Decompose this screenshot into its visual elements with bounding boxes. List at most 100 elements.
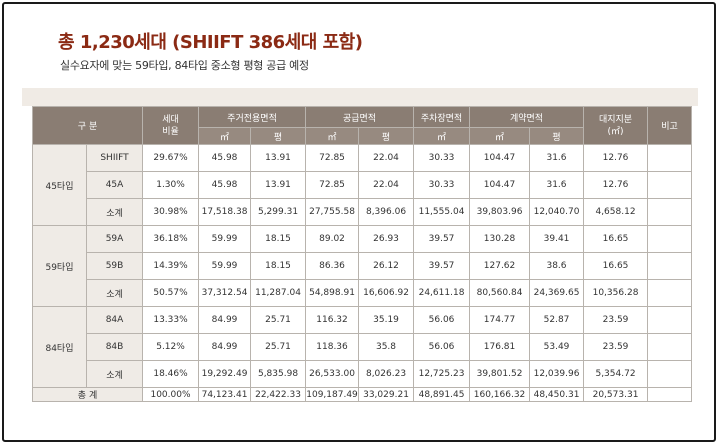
table-cell bbox=[647, 198, 693, 226]
total-cell: 48,450.31 bbox=[529, 387, 585, 402]
total-cell: 33,029.21 bbox=[358, 387, 415, 402]
table-cell bbox=[647, 171, 693, 199]
table-cell: 84.99 bbox=[198, 306, 252, 334]
header-gubun: 구 분 bbox=[31, 106, 144, 145]
type-label: 소계 bbox=[85, 279, 144, 307]
table-cell: 52.87 bbox=[529, 306, 585, 334]
table-cell: 45.98 bbox=[198, 171, 252, 199]
table-cell: 5.12% bbox=[142, 333, 200, 361]
table-cell: 22.04 bbox=[358, 144, 415, 172]
table-row: 45타입 SHIIFT 29.67% 45.98 13.91 72.85 22.04 30.3… bbox=[32, 144, 693, 226]
header-contract-area: 계약면적 bbox=[469, 106, 585, 128]
total-cell: 109,187.49 bbox=[305, 387, 360, 402]
table-cell: 8,396.06 bbox=[358, 198, 415, 226]
table-cell: 25.71 bbox=[250, 306, 307, 334]
table-cell bbox=[647, 306, 693, 334]
table-row: 84B 5.12% 84.99 25.71 118.36 35.8 56.06 176.81 5… bbox=[33, 333, 693, 361]
table-cell: 4,658.12 bbox=[583, 198, 649, 226]
unit-m2: ㎡ bbox=[305, 127, 360, 145]
table-cell: 17,518.38 bbox=[198, 198, 252, 226]
total-cell: 74,123.41 bbox=[198, 387, 252, 402]
total-cell: 160,166.32 bbox=[469, 387, 531, 402]
table-cell: 12,039.96 bbox=[529, 360, 585, 388]
table-cell: 174.77 bbox=[469, 306, 531, 334]
header-land-share: 대지지분 (㎡) bbox=[583, 106, 649, 145]
table-cell: 118.36 bbox=[305, 333, 360, 361]
header-band bbox=[22, 88, 698, 106]
table-cell: 13.33% bbox=[142, 306, 200, 334]
table-cell: 39,801.52 bbox=[469, 360, 531, 388]
table-cell: 72.85 bbox=[305, 144, 360, 172]
table-row: 소계 30.98% 17,518.38 5,299.31 27,755.58 8,396.… bbox=[33, 198, 693, 226]
table-cell: 19,292.49 bbox=[198, 360, 252, 388]
table-cell: 23.59 bbox=[583, 333, 649, 361]
table-cell: 5,835.98 bbox=[250, 360, 307, 388]
table-row: 소계 18.46% 19,292.49 5,835.98 26,533.00 8,026.… bbox=[33, 360, 693, 388]
table-cell: 31.6 bbox=[529, 171, 585, 199]
table-cell: 1.30% bbox=[142, 171, 200, 199]
header-household-ratio: 세대 비율 bbox=[142, 106, 200, 145]
table-cell: 72.85 bbox=[305, 171, 360, 199]
table-cell bbox=[647, 360, 693, 388]
table-cell: 127.62 bbox=[469, 252, 531, 280]
table-cell: 26,533.00 bbox=[305, 360, 360, 388]
group-label: 45타입 bbox=[32, 144, 87, 226]
table-cell: 37,312.54 bbox=[198, 279, 252, 307]
table-cell: 18.15 bbox=[250, 225, 307, 253]
table-cell: 84.99 bbox=[198, 333, 252, 361]
table-cell: 25.71 bbox=[250, 333, 307, 361]
total-cell bbox=[647, 387, 693, 402]
table-cell: 5,354.72 bbox=[583, 360, 649, 388]
table-cell: 18.46% bbox=[142, 360, 200, 388]
table-cell: 39.41 bbox=[529, 225, 585, 253]
unit-pyeong: 평 bbox=[250, 127, 307, 145]
total-label: 총 계 bbox=[31, 387, 144, 402]
table-cell: 35.8 bbox=[358, 333, 415, 361]
table-cell: 30.33 bbox=[413, 144, 471, 172]
type-label: 59A bbox=[85, 225, 144, 253]
header-note: 비고 bbox=[647, 106, 693, 145]
table-cell: 16.65 bbox=[583, 225, 649, 253]
table-cell: 12.76 bbox=[583, 171, 649, 199]
table-cell: 27,755.58 bbox=[305, 198, 360, 226]
table-cell bbox=[647, 144, 693, 172]
unit-m2: ㎡ bbox=[413, 127, 471, 145]
page-title: 총 1,230세대 (SHIIFT 386세대 포함) bbox=[58, 32, 363, 53]
table-cell: 31.6 bbox=[529, 144, 585, 172]
table-cell: 35.19 bbox=[358, 306, 415, 334]
table-cell: 39.57 bbox=[413, 225, 471, 253]
total-cell: 100.00% bbox=[142, 387, 200, 402]
table-cell: 12,040.70 bbox=[529, 198, 585, 226]
table-cell: 89.02 bbox=[305, 225, 360, 253]
table-cell: 80,560.84 bbox=[469, 279, 531, 307]
table-cell bbox=[647, 279, 693, 307]
page-subtitle: 실수요자에 맞는 59타입, 84타입 중소형 평형 공급 예정 bbox=[60, 59, 309, 72]
table-cell bbox=[647, 252, 693, 280]
table-cell: 50.57% bbox=[142, 279, 200, 307]
total-cell: 48,891.45 bbox=[413, 387, 471, 402]
table-cell: 130.28 bbox=[469, 225, 531, 253]
table-cell: 11,555.04 bbox=[413, 198, 471, 226]
table-cell: 45.98 bbox=[198, 144, 252, 172]
type-label: 59B bbox=[85, 252, 144, 280]
type-label: 84B bbox=[85, 333, 144, 361]
table-cell: 56.06 bbox=[413, 306, 471, 334]
header-parking-area: 주차장면적 bbox=[413, 106, 471, 128]
table-cell: 56.06 bbox=[413, 333, 471, 361]
table-cell: 36.18% bbox=[142, 225, 200, 253]
table-row: 59B 14.39% 59.99 18.15 86.36 26.12 39.57 127.62… bbox=[33, 252, 693, 280]
table-cell: 16,606.92 bbox=[358, 279, 415, 307]
unit-pyeong: 평 bbox=[529, 127, 585, 145]
table-cell: 86.36 bbox=[305, 252, 360, 280]
table-cell: 24,369.65 bbox=[529, 279, 585, 307]
table-cell: 12,725.23 bbox=[413, 360, 471, 388]
table-cell: 26.93 bbox=[358, 225, 415, 253]
type-label: 소계 bbox=[85, 198, 144, 226]
table-cell: 39,803.96 bbox=[469, 198, 531, 226]
table-cell: 59.99 bbox=[198, 252, 252, 280]
total-cell: 20,573.31 bbox=[583, 387, 649, 402]
table-cell: 59.99 bbox=[198, 225, 252, 253]
table-cell: 30.33 bbox=[413, 171, 471, 199]
unit-m2: ㎡ bbox=[198, 127, 252, 145]
header-exclusive-area: 주거전용면적 bbox=[198, 106, 307, 128]
